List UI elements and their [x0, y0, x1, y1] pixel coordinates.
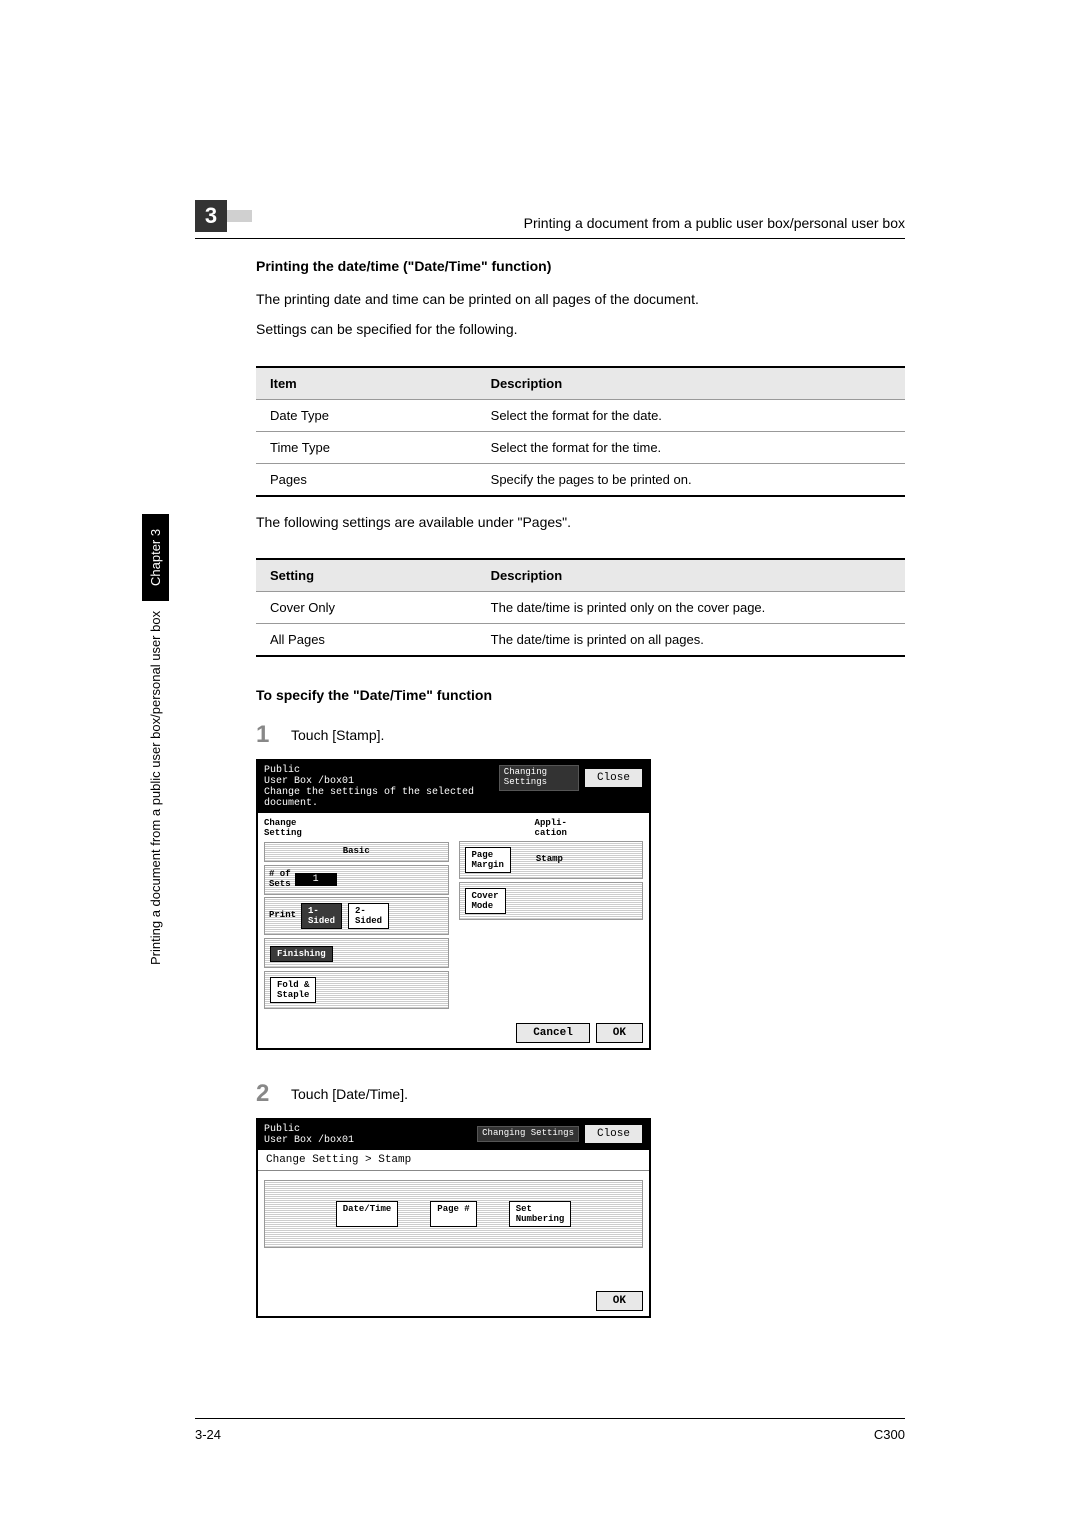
- step-2-number: 2: [256, 1080, 291, 1108]
- main-content: Printing the date/time ("Date/Time" func…: [256, 258, 905, 1348]
- date-time-button[interactable]: Date/Time: [336, 1201, 399, 1227]
- screen-2-header: Public User Box /box01 Changing Settings…: [258, 1120, 649, 1150]
- cell-item: Pages: [256, 463, 477, 496]
- cell-desc: Select the format for the date.: [477, 399, 905, 431]
- items-table-col1-header: Item: [256, 367, 477, 400]
- cell-item: Date Type: [256, 399, 477, 431]
- cover-mode-button[interactable]: Cover Mode: [465, 888, 506, 914]
- screen-2-title-1: Public: [264, 1124, 354, 1135]
- cell-desc: Specify the pages to be printed on.: [477, 463, 905, 496]
- subsection-heading: To specify the "Date/Time" function: [256, 687, 905, 703]
- page-footer: 3-24 C300: [195, 1418, 905, 1442]
- screen-1-badge: Changing Settings: [499, 765, 579, 791]
- page-margin-button[interactable]: Page Margin: [465, 847, 511, 873]
- screen-2-footer: OK: [258, 1286, 649, 1316]
- page-number-button[interactable]: Page #: [430, 1201, 476, 1227]
- screen-1-header: Public User Box /box01 Change the settin…: [258, 761, 649, 813]
- set-numbering-button[interactable]: Set Numbering: [509, 1201, 572, 1227]
- cell-item: All Pages: [256, 624, 477, 657]
- side-tab-chapter: Chapter 3: [142, 514, 169, 601]
- settings-table: Setting Description Cover Only The date/…: [256, 558, 905, 657]
- chapter-bar: [227, 210, 252, 222]
- screen-1-title-2: User Box /box01: [264, 776, 499, 787]
- stamp-label[interactable]: Stamp: [536, 855, 563, 865]
- step-1-number: 1: [256, 721, 291, 749]
- table-row: Time Type Select the format for the time…: [256, 431, 905, 463]
- cell-item: Cover Only: [256, 592, 477, 624]
- basic-label: Basic: [269, 847, 444, 857]
- screen-1-title-3: Change the settings of the selected docu…: [264, 787, 499, 809]
- step-1-text: Touch [Stamp].: [291, 721, 384, 743]
- table-row: Cover Only The date/time is printed only…: [256, 592, 905, 624]
- two-sided-button[interactable]: 2- Sided: [348, 903, 389, 929]
- table-row: All Pages The date/time is printed on al…: [256, 624, 905, 657]
- one-sided-button[interactable]: 1- Sided: [301, 903, 342, 929]
- application-label: Appli- cation: [459, 819, 644, 839]
- ok-button[interactable]: OK: [596, 1023, 643, 1043]
- header-rule: [195, 238, 905, 239]
- screen-2: Public User Box /box01 Changing Settings…: [256, 1118, 651, 1318]
- screen-1-body: Change Setting Basic # of Sets 1 Print 1…: [258, 813, 649, 1017]
- screen-1-footer: Cancel OK: [258, 1018, 649, 1048]
- print-label: Print: [269, 911, 296, 921]
- cell-desc: The date/time is printed only on the cov…: [477, 592, 905, 624]
- section-heading: Printing the date/time ("Date/Time" func…: [256, 258, 905, 274]
- cancel-button[interactable]: Cancel: [516, 1023, 590, 1043]
- footer-model: C300: [874, 1427, 905, 1442]
- para-1: The printing date and time can be printe…: [256, 288, 905, 310]
- settings-table-col2-header: Description: [477, 559, 905, 592]
- screen-2-ok-button[interactable]: OK: [596, 1291, 643, 1311]
- screen-2-breadcrumb: Change Setting > Stamp: [258, 1150, 649, 1171]
- cell-desc: Select the format for the time.: [477, 431, 905, 463]
- of-sets-label: # of Sets: [269, 870, 291, 890]
- para-2: Settings can be specified for the follow…: [256, 318, 905, 340]
- step-2-text: Touch [Date/Time].: [291, 1080, 408, 1102]
- screen-1-close-button[interactable]: Close: [584, 768, 643, 788]
- table-row: Date Type Select the format for the date…: [256, 399, 905, 431]
- side-tab: Printing a document from a public user b…: [142, 415, 169, 975]
- footer-page-number: 3-24: [195, 1427, 221, 1442]
- screen-2-title-2: User Box /box01: [264, 1135, 354, 1146]
- chapter-marker: 3: [195, 200, 252, 232]
- cell-desc: The date/time is printed on all pages.: [477, 624, 905, 657]
- settings-table-col1-header: Setting: [256, 559, 477, 592]
- change-setting-label: Change Setting: [264, 819, 449, 839]
- screen-1: Public User Box /box01 Change the settin…: [256, 759, 651, 1049]
- screen-2-close-button[interactable]: Close: [584, 1124, 643, 1144]
- chapter-number: 3: [195, 200, 227, 232]
- screen-1-title-1: Public: [264, 765, 499, 776]
- between-tables-text: The following settings are available und…: [256, 511, 905, 533]
- sets-value: 1: [295, 873, 337, 886]
- cell-item: Time Type: [256, 431, 477, 463]
- finishing-button[interactable]: Finishing: [270, 946, 333, 962]
- step-2: 2 Touch [Date/Time].: [256, 1080, 905, 1108]
- side-tab-label: Printing a document from a public user b…: [142, 601, 169, 975]
- screen-2-body: Date/Time Page # Set Numbering: [258, 1171, 649, 1286]
- items-table: Item Description Date Type Select the fo…: [256, 366, 905, 497]
- page-header-text: Printing a document from a public user b…: [524, 215, 905, 231]
- step-1: 1 Touch [Stamp].: [256, 721, 905, 749]
- items-table-col2-header: Description: [477, 367, 905, 400]
- screen-2-badge: Changing Settings: [477, 1126, 579, 1142]
- fold-staple-button[interactable]: Fold & Staple: [270, 977, 316, 1003]
- table-row: Pages Specify the pages to be printed on…: [256, 463, 905, 496]
